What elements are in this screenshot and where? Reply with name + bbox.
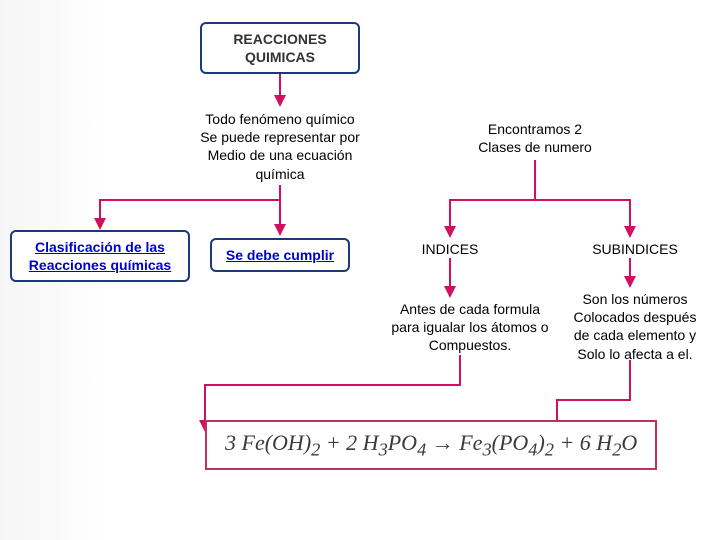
- node-subindices-desc: Son los númerosColocados despuésde cada …: [555, 290, 715, 363]
- node-encontramos: Encontramos 2Clases de numero: [450, 120, 620, 156]
- node-description: Todo fenómeno químicoSe puede representa…: [180, 110, 380, 183]
- node-clasificacion[interactable]: Clasificación de lasReacciones químicas: [10, 230, 190, 282]
- node-cumplir[interactable]: Se debe cumplir: [210, 238, 350, 272]
- node-subindices: SUBINDICES: [570, 240, 700, 258]
- node-indices-desc: Antes de cada formulapara igualar los át…: [370, 300, 570, 355]
- equation-box: 3 Fe(OH)2 + 2 H3PO4 → Fe3(PO4)2 + 6 H2O: [205, 420, 657, 470]
- node-root: REACCIONESQUIMICAS: [200, 22, 360, 74]
- node-indices: INDICES: [400, 240, 500, 258]
